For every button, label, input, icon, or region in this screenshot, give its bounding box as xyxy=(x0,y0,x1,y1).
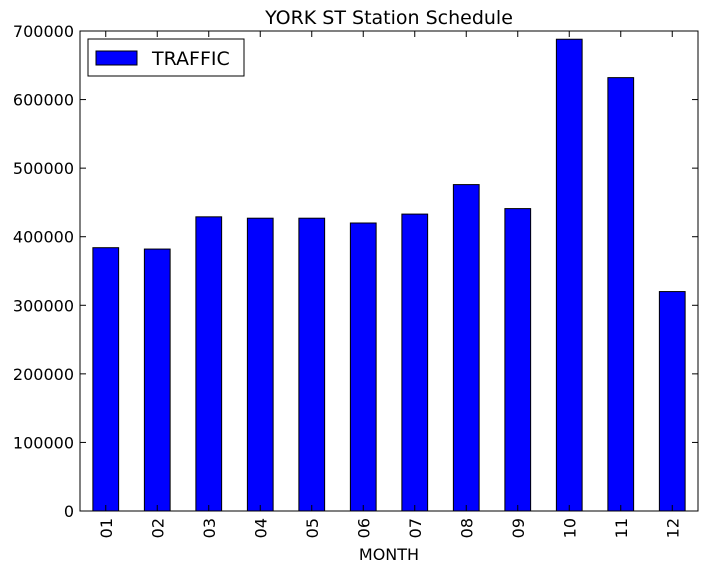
y-tick-label: 600000 xyxy=(13,91,74,110)
x-tick-label: 12 xyxy=(663,518,682,538)
x-tick-label: 11 xyxy=(612,518,631,538)
bar-08 xyxy=(452,184,480,512)
bar-09 xyxy=(504,208,532,512)
plot-frame xyxy=(79,30,699,512)
x-axis: 01 02 03 04 05 06 07 08 09 10 11 12 xyxy=(97,31,682,538)
y-axis: 0 100000 200000 300000 400000 500000 600000 700… xyxy=(13,22,698,521)
bar-01 xyxy=(92,247,120,512)
bar-04 xyxy=(246,217,274,512)
x-tick-label: 04 xyxy=(251,518,270,538)
bar-10 xyxy=(555,38,583,512)
bar-11 xyxy=(607,77,635,512)
bar-05 xyxy=(298,217,326,512)
legend-swatch xyxy=(95,50,138,66)
y-tick-label: 0 xyxy=(64,502,74,521)
y-tick-label: 100000 xyxy=(13,433,74,452)
bar-06 xyxy=(349,222,377,512)
x-tick-label: 10 xyxy=(560,518,579,538)
x-tick-label: 07 xyxy=(406,518,425,538)
x-tick-label: 05 xyxy=(303,518,322,538)
bar-07 xyxy=(401,213,429,512)
y-tick-label: 200000 xyxy=(13,365,74,384)
bar-03 xyxy=(195,216,223,512)
x-tick-label: 02 xyxy=(148,518,167,538)
x-tick-label: 09 xyxy=(509,518,528,538)
y-tick-label: 400000 xyxy=(13,228,74,247)
legend-box xyxy=(87,38,245,77)
legend: TRAFFIC xyxy=(87,38,245,77)
x-axis-label: MONTH xyxy=(359,545,419,564)
legend-label: TRAFFIC xyxy=(151,48,230,70)
bar-12 xyxy=(658,291,686,512)
y-tick-label: 700000 xyxy=(13,22,74,41)
y-tick-label: 300000 xyxy=(13,296,74,315)
bars-group xyxy=(92,38,686,512)
x-tick-label: 08 xyxy=(457,518,476,538)
x-tick-label: 03 xyxy=(200,518,219,538)
y-tick-label: 500000 xyxy=(13,159,74,178)
chart-title: YORK ST Station Schedule xyxy=(264,7,513,29)
x-tick-label: 01 xyxy=(97,518,116,538)
x-tick-label: 06 xyxy=(354,518,373,538)
bar-02 xyxy=(143,248,171,512)
